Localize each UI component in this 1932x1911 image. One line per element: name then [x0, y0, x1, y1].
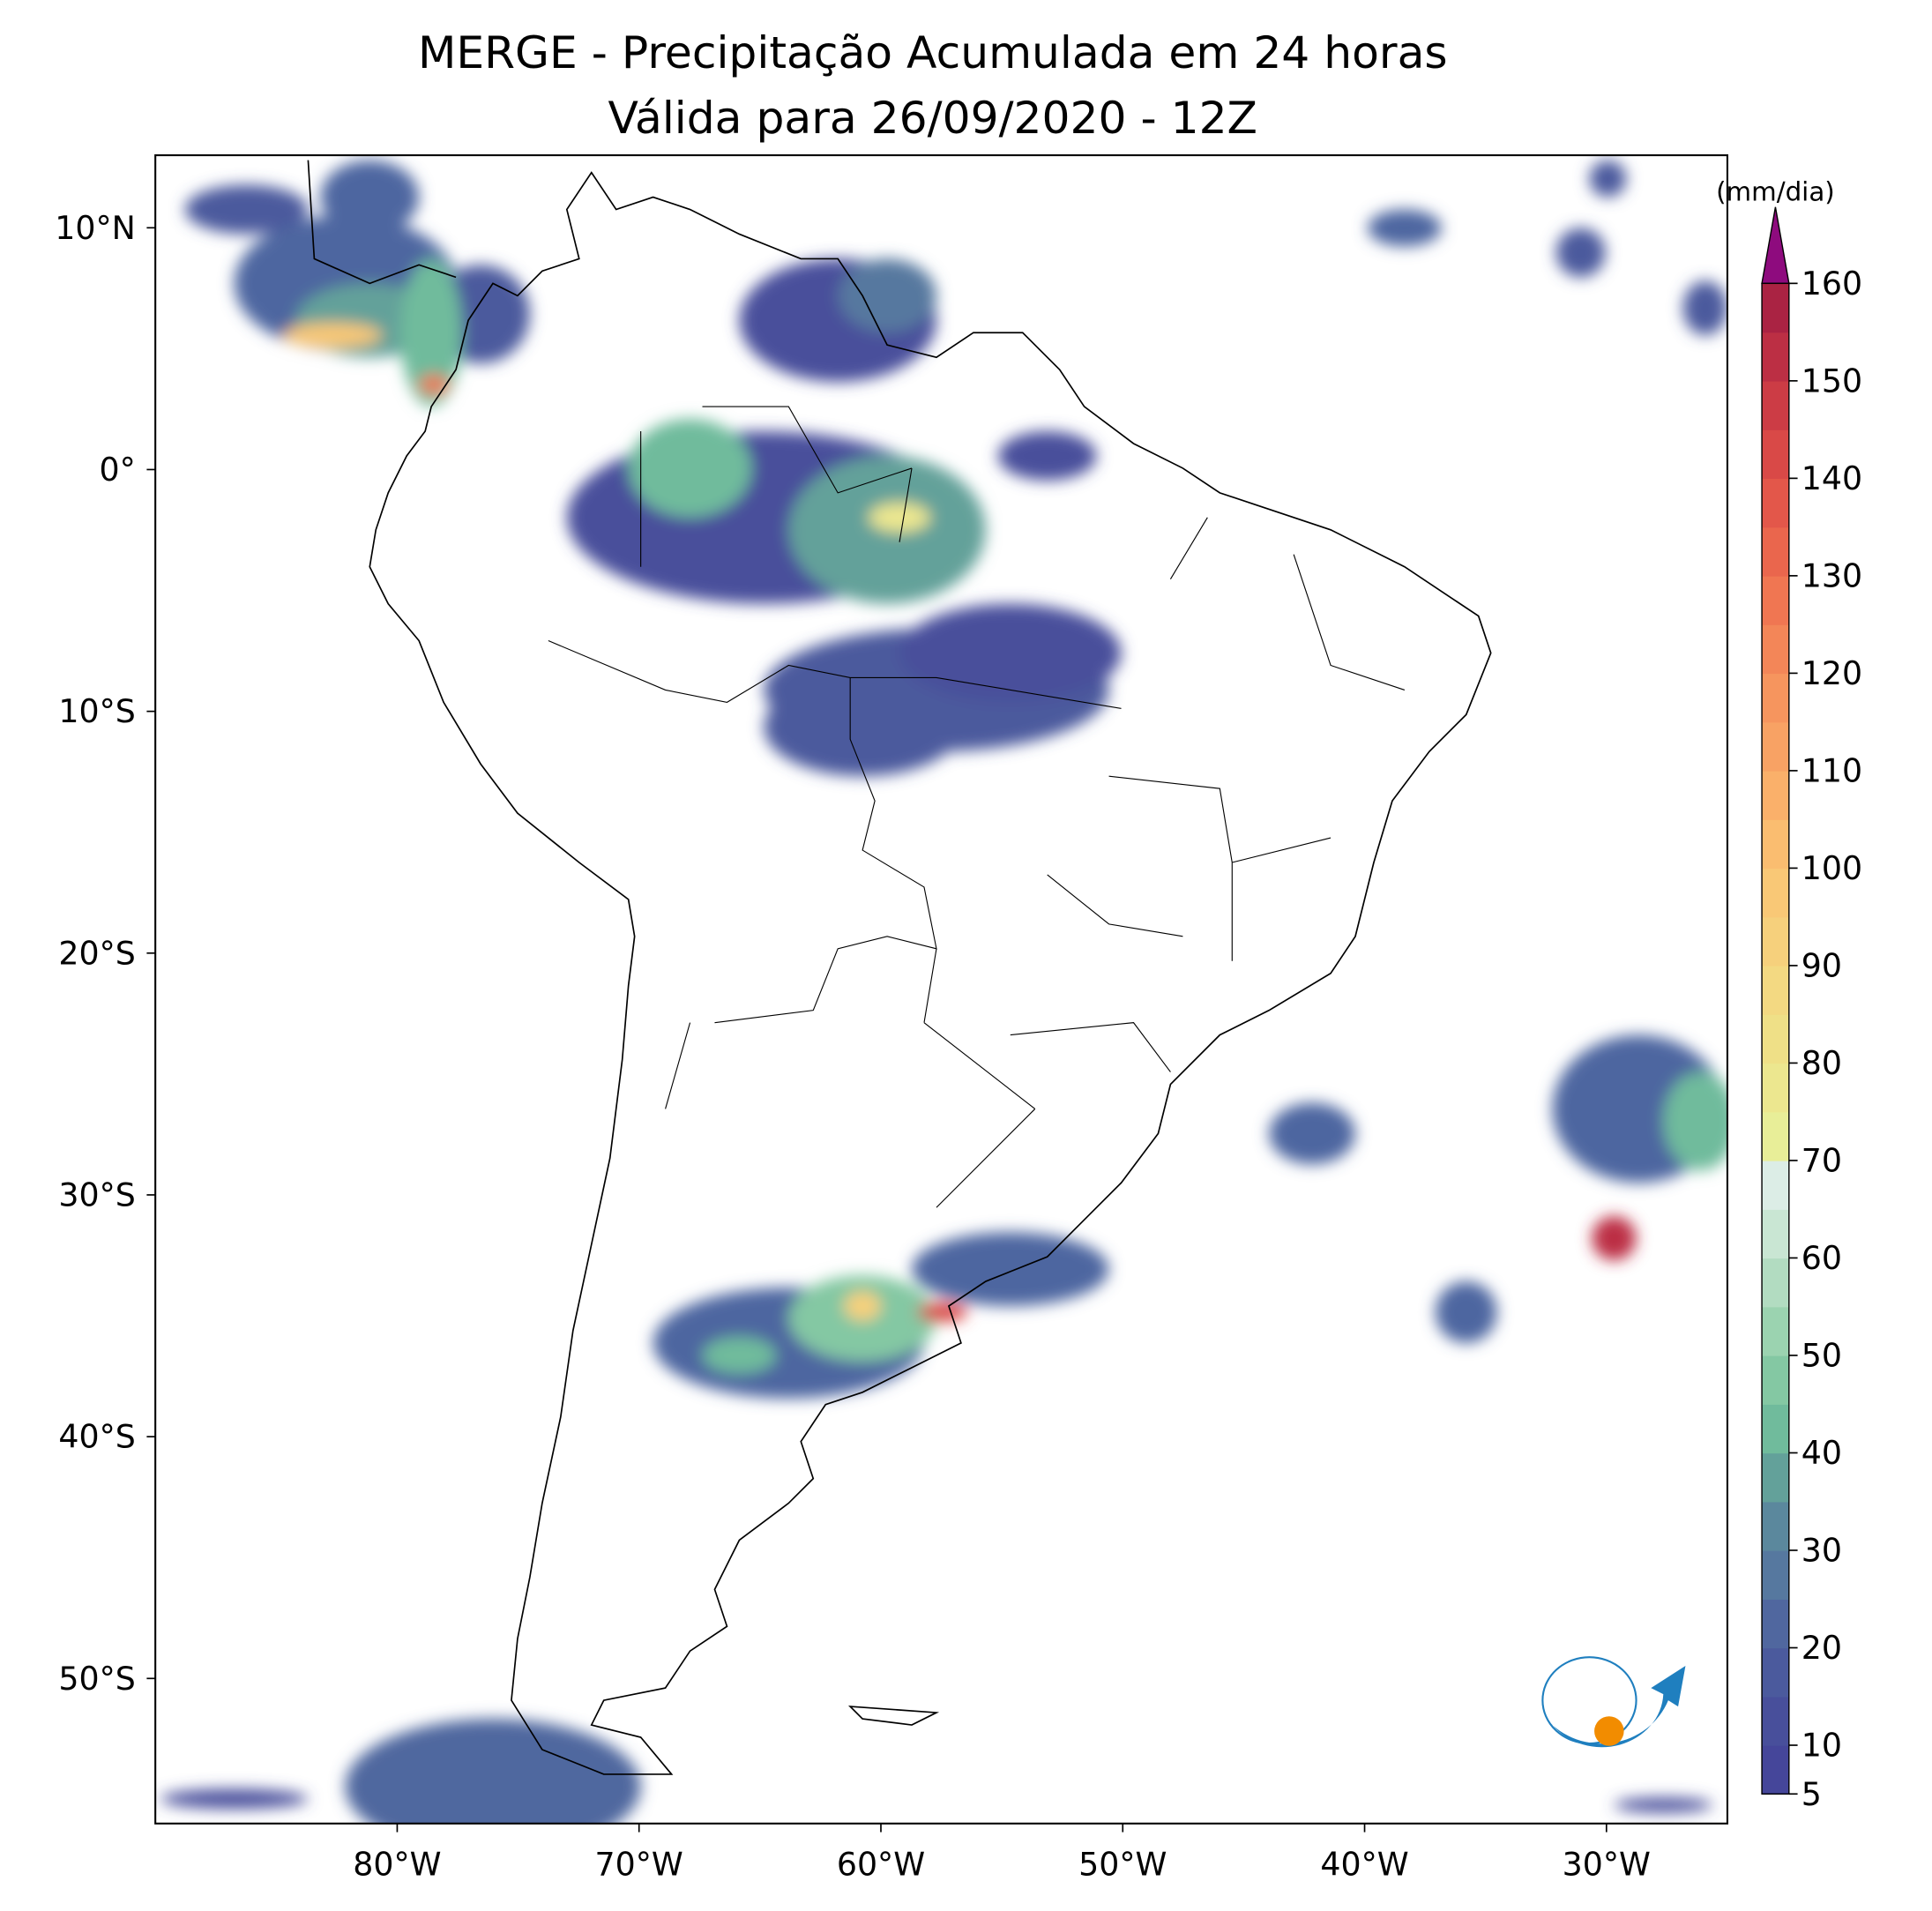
x-tick-label: 40°W — [1320, 1845, 1408, 1883]
colorbar-tick-label: 160 — [1801, 265, 1862, 302]
subtitle: Válida para 26/09/2020 - 12Z — [608, 92, 1257, 144]
colorbar-tick-label: 5 — [1801, 1775, 1822, 1813]
colorbar-segment — [1762, 868, 1789, 918]
y-tick-label: 50°S — [58, 1660, 135, 1698]
colorbar-segment — [1762, 1647, 1789, 1698]
colorbar-segment — [1762, 1014, 1789, 1064]
map-frame — [154, 153, 1728, 1825]
colorbar-tick-label: 110 — [1801, 751, 1862, 789]
colorbar-label: (mm/dia) — [1716, 177, 1835, 207]
colorbar-segment — [1762, 1306, 1789, 1356]
colorbar-segment — [1762, 332, 1789, 382]
colorbar-tick-label: 10 — [1801, 1727, 1842, 1765]
colorbar-segment — [1762, 916, 1789, 967]
y-tick-label: 10°S — [58, 692, 135, 730]
colorbar-segment — [1762, 478, 1789, 528]
logo — [1541, 1656, 1686, 1748]
colorbar-segment — [1762, 1160, 1789, 1210]
colorbar-segment — [1762, 1355, 1789, 1405]
colorbar-segment — [1762, 1549, 1789, 1600]
y-tick-label: 0° — [100, 451, 136, 489]
precipitation — [160, 160, 1727, 1824]
x-tick-label: 70°W — [595, 1845, 683, 1883]
y-tick-label: 10°N — [55, 209, 136, 247]
axes: 80°W 70°W 60°W 50°W 40°W 30°W 10°N 0° 10°S 20°S 30… — [55, 177, 1862, 1884]
x-tick-label: 50°W — [1078, 1845, 1167, 1883]
colorbar-segment — [1762, 1745, 1789, 1795]
colorbar-segment — [1762, 1696, 1789, 1746]
map-area — [160, 160, 1727, 1824]
y-tick-label: 40°S — [58, 1418, 135, 1456]
colorbar-frame — [1761, 282, 1790, 1795]
colorbar-segment — [1762, 721, 1789, 772]
colorbar-segment — [1762, 1452, 1789, 1503]
colorbar-segment — [1762, 819, 1789, 870]
x-tick-label: 80°W — [353, 1845, 441, 1883]
colorbar-segment — [1762, 1111, 1789, 1161]
colorbar-segment — [1762, 1501, 1789, 1551]
colorbar-segment — [1762, 575, 1789, 625]
x-tick-label: 30°W — [1563, 1845, 1651, 1883]
colorbar-tick-label: 60 — [1801, 1239, 1842, 1277]
colorbar-tick-label: 90 — [1801, 946, 1842, 984]
colorbar-segment — [1762, 770, 1789, 820]
colorbar-segment — [1762, 429, 1789, 480]
colorbar-tick-label: 120 — [1801, 654, 1862, 692]
colorbar-tick-label: 130 — [1801, 556, 1862, 594]
borders — [548, 406, 1406, 1208]
colorbar-segment — [1762, 380, 1789, 430]
colorbar-tick-label: 40 — [1801, 1434, 1842, 1472]
y-tick-label: 20°S — [58, 934, 135, 972]
colorbar-tick-label: 80 — [1801, 1044, 1842, 1082]
colorbar-segment — [1762, 1404, 1789, 1454]
colorbar-tick-label: 100 — [1801, 849, 1862, 887]
colorbar-segment — [1762, 965, 1789, 1015]
colorbar-tick-label: 50 — [1801, 1337, 1842, 1375]
colorbar-tick-label: 70 — [1801, 1142, 1842, 1180]
colorbar-tick-label: 140 — [1801, 459, 1862, 497]
colorbar-segment — [1762, 283, 1789, 333]
colorbar-segment — [1762, 1063, 1789, 1113]
colorbar-extend — [1761, 206, 1790, 285]
colorbar-tick-label: 30 — [1801, 1532, 1842, 1570]
y-tick-label: 30°S — [58, 1176, 135, 1214]
colorbar-tick-label: 20 — [1801, 1629, 1842, 1667]
colorbar-tick-label: 150 — [1801, 362, 1862, 399]
colorbar-segment — [1762, 1599, 1789, 1649]
colorbar-segment — [1762, 1209, 1789, 1259]
title: MERGE - Precipitação Acumulada em 24 hor… — [418, 26, 1448, 78]
colorbar-segment — [1762, 673, 1789, 723]
colorbar-segment — [1762, 1258, 1789, 1308]
coastline — [307, 160, 1492, 1775]
x-tick-label: 60°W — [837, 1845, 925, 1883]
colorbar-segment — [1762, 624, 1789, 675]
colorbar-segment — [1762, 526, 1789, 577]
